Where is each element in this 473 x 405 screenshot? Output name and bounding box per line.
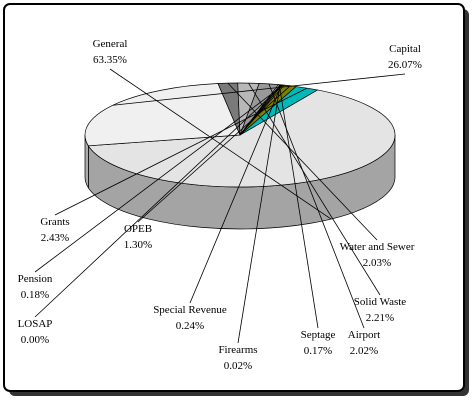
leader-line (237, 84, 281, 344)
category-label: Capital (389, 43, 421, 55)
value-label: 2.21% (366, 312, 394, 324)
value-label: 26.07% (388, 59, 422, 71)
leader-line (34, 84, 283, 318)
pie (84, 82, 396, 230)
labels: General 63.35% Capital 26.07% Water and Sewe… (18, 38, 422, 372)
value-label: 0.02% (224, 360, 252, 372)
value-label: 63.35% (93, 54, 127, 66)
leader-line (34, 84, 284, 273)
value-label: 2.02% (350, 345, 378, 357)
category-label: Pension (18, 273, 53, 285)
category-label: Firearms (218, 344, 257, 356)
category-label: General (93, 38, 128, 50)
category-label: Grants (40, 216, 69, 228)
leader-line (278, 84, 319, 329)
leader-line (248, 82, 381, 296)
leader-line (112, 73, 406, 106)
category-label: Special Revenue (153, 304, 227, 316)
leader-line (227, 82, 378, 241)
value-label: 2.43% (41, 232, 69, 244)
pie-slice (87, 89, 396, 188)
value-label: 0.17% (304, 345, 332, 357)
leader-line (137, 85, 291, 223)
value-label: 0.24% (176, 320, 204, 332)
leader-line (109, 68, 332, 220)
value-label: 0.00% (21, 334, 49, 346)
category-label: OPEB (124, 223, 152, 235)
category-label: LOSAP (18, 318, 53, 330)
value-label: 2.03% (363, 257, 391, 269)
category-label: Airport (348, 329, 380, 341)
leader-line (189, 84, 282, 304)
category-label: Water and Sewer (340, 241, 415, 253)
leader-line (54, 87, 308, 216)
value-label: 1.30% (124, 239, 152, 251)
value-label: 0.18% (21, 289, 49, 301)
leader-line (268, 83, 365, 329)
category-label: Solid Waste (354, 296, 407, 308)
category-label: Septage (301, 329, 336, 341)
